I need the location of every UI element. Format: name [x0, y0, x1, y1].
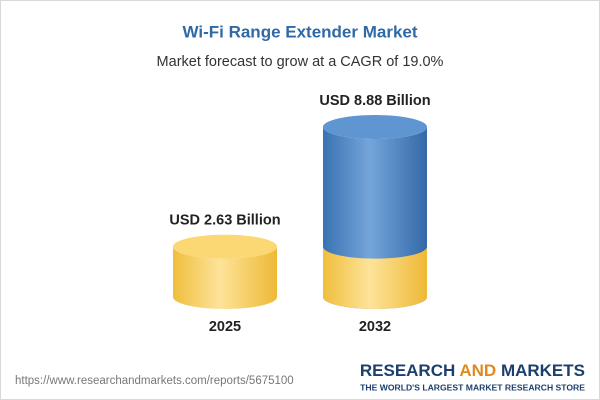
source-url: https://www.researchandmarkets.com/repor… [15, 375, 294, 387]
category-label: 2025 [209, 319, 241, 335]
brand-word: MARKETS [501, 361, 585, 380]
brand-tagline: THE WORLD'S LARGEST MARKET RESEARCH STOR… [360, 382, 585, 392]
brand-word: RESEARCH [360, 361, 455, 380]
brand: RESEARCH AND MARKETS [360, 361, 585, 380]
chart-subtitle: Market forecast to grow at a CAGR of 19.… [157, 54, 444, 70]
cylinder-top [323, 115, 427, 139]
category-label: 2032 [359, 319, 391, 335]
brand-word: AND [459, 361, 496, 380]
value-label: USD 2.63 Billion [169, 212, 280, 228]
cylinder-top [173, 234, 277, 259]
value-label: USD 8.88 Billion [319, 93, 430, 109]
chart-title: Wi-Fi Range Extender Market [182, 22, 417, 41]
cylinder-body [173, 246, 277, 309]
cylinder-base [323, 246, 427, 309]
